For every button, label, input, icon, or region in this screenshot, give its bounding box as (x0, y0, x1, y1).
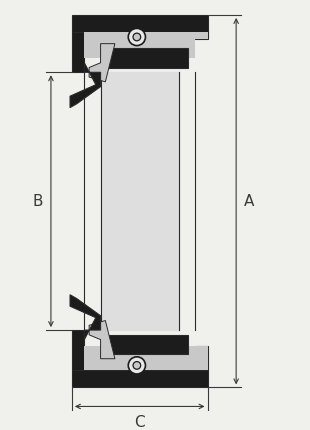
Circle shape (128, 28, 145, 46)
Polygon shape (72, 370, 207, 387)
Polygon shape (195, 346, 207, 370)
Polygon shape (84, 32, 195, 49)
Polygon shape (72, 32, 84, 72)
Polygon shape (84, 346, 207, 370)
Polygon shape (100, 335, 188, 354)
Polygon shape (70, 295, 100, 340)
Polygon shape (89, 320, 115, 359)
Polygon shape (89, 44, 115, 82)
Polygon shape (72, 15, 207, 32)
Circle shape (133, 362, 141, 369)
Circle shape (133, 33, 141, 41)
Polygon shape (195, 32, 207, 39)
Polygon shape (100, 49, 188, 68)
Circle shape (128, 357, 145, 374)
Polygon shape (84, 32, 207, 58)
Text: C: C (135, 415, 145, 430)
Polygon shape (72, 330, 84, 370)
Text: A: A (244, 194, 254, 209)
Polygon shape (70, 63, 100, 108)
Text: B: B (33, 194, 43, 209)
